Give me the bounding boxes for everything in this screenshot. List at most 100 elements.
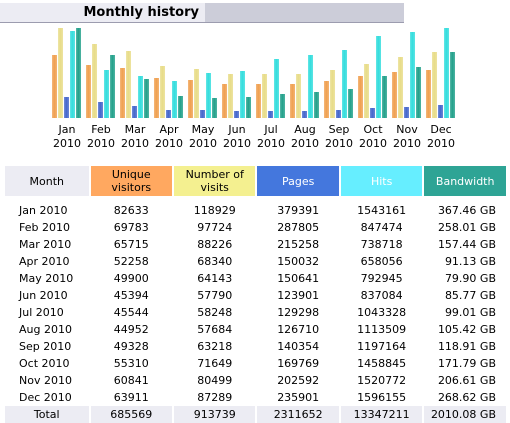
- monthly-history-chart: Jan2010Feb2010Mar2010Apr2010May2010Jun20…: [52, 28, 455, 150]
- x-tick-month: Jul: [263, 123, 277, 136]
- bar-bandwidth-oct: [382, 76, 387, 118]
- cell-month: Jan 2010: [19, 204, 68, 217]
- cell-bandwidth: 118.91 GB: [437, 340, 496, 353]
- x-tick-year: 2010: [155, 137, 183, 150]
- bar-visits-nov: [398, 57, 403, 118]
- bar-unique-mar: [120, 68, 125, 118]
- bar-hits-oct: [376, 36, 381, 118]
- table-row: Sep 2010 49328 63218 140354 1197164 118.91 GB: [5, 338, 506, 355]
- x-tick-month: Jan: [58, 123, 76, 136]
- cell-pages: 169769: [277, 357, 320, 370]
- bar-visits-jan: [58, 28, 63, 118]
- bar-pages-oct: [370, 108, 375, 118]
- cell-pages: 379391: [277, 204, 320, 217]
- table-row: Oct 2010 55310 71649 169769 1458845 171.79 GB: [5, 355, 506, 372]
- header-number-of-visits: Number of visits: [173, 166, 256, 196]
- header-hits: Hits: [340, 166, 423, 196]
- bar-hits-sep: [342, 50, 347, 118]
- total-unique: 685569: [90, 406, 172, 423]
- x-tick-month: Nov: [396, 123, 418, 136]
- cell-pages: 150641: [277, 272, 320, 285]
- cell-hits: 847474: [360, 221, 403, 234]
- bar-hits-jul: [274, 59, 279, 118]
- bar-unique-feb: [86, 65, 91, 118]
- bar-unique-dec: [426, 70, 431, 118]
- cell-bandwidth: 258.01 GB: [437, 221, 496, 234]
- x-tick-month: Oct: [363, 123, 383, 136]
- bar-visits-jul: [262, 74, 267, 118]
- x-tick-year: 2010: [257, 137, 285, 150]
- x-tick-year: 2010: [325, 137, 353, 150]
- bar-visits-may: [194, 69, 199, 118]
- bar-visits-oct: [364, 64, 369, 118]
- total-visits: 913739: [173, 406, 256, 423]
- x-tick-year: 2010: [189, 137, 217, 150]
- bar-visits-dec: [432, 52, 437, 118]
- bar-unique-jul: [256, 84, 261, 118]
- bar-unique-jun: [222, 84, 227, 118]
- header-month: Month: [5, 166, 89, 196]
- bar-visits-mar: [126, 51, 131, 118]
- x-tick-year: 2010: [393, 137, 421, 150]
- table-row: May 2010 49900 64143 150641 792945 79.90 GB: [5, 270, 506, 287]
- bar-unique-aug: [290, 84, 295, 118]
- header-bandwidth: Bandwidth: [424, 166, 506, 196]
- cell-visits: 118929: [193, 204, 236, 217]
- bar-visits-apr: [160, 66, 165, 118]
- bar-unique-may: [188, 80, 193, 118]
- total-hits: 13347211: [340, 406, 423, 423]
- header-unique-visitors: Unique visitors: [90, 166, 172, 196]
- cell-unique: 65715: [113, 238, 149, 251]
- bar-pages-may: [200, 110, 205, 118]
- cell-visits: 71649: [197, 357, 233, 370]
- cell-unique: 52258: [113, 255, 149, 268]
- cell-unique: 69783: [113, 221, 149, 234]
- total-label: Total: [5, 406, 89, 423]
- cell-bandwidth: 99.01 GB: [444, 306, 496, 319]
- x-tick-year: 2010: [291, 137, 319, 150]
- cell-hits: 738718: [360, 238, 403, 251]
- cell-visits: 63218: [197, 340, 233, 353]
- bar-pages-jun: [234, 111, 239, 118]
- bar-bandwidth-jan: [76, 28, 81, 118]
- bar-hits-dec: [444, 28, 449, 118]
- bar-hits-may: [206, 73, 211, 118]
- bar-visits-feb: [92, 44, 97, 118]
- cell-bandwidth: 268.62 GB: [437, 391, 496, 404]
- cell-month: Dec 2010: [19, 391, 72, 404]
- cell-visits: 97724: [197, 221, 233, 234]
- bar-bandwidth-jun: [246, 97, 251, 118]
- title-bar: Monthly history: [0, 3, 404, 23]
- x-tick-month: Jun: [227, 123, 245, 136]
- table-total-row: Total 685569 913739 2311652 13347211 201…: [5, 406, 506, 423]
- x-tick-month: Sep: [329, 123, 350, 136]
- x-tick-month: May: [192, 123, 215, 136]
- bar-hits-aug: [308, 55, 313, 118]
- cell-visits: 57790: [197, 289, 233, 302]
- cell-bandwidth: 91.13 GB: [444, 255, 496, 268]
- cell-unique: 44952: [113, 323, 149, 336]
- cell-pages: 126710: [277, 323, 320, 336]
- total-pages: 2311652: [257, 406, 339, 423]
- table-row: Mar 2010 65715 88226 215258 738718 157.44 GB: [5, 236, 506, 253]
- cell-hits: 1043328: [357, 306, 407, 319]
- bar-bandwidth-nov: [416, 67, 421, 118]
- x-tick-month: Apr: [159, 123, 179, 136]
- x-tick-year: 2010: [121, 137, 149, 150]
- x-tick-year: 2010: [359, 137, 387, 150]
- cell-pages: 129298: [277, 306, 320, 319]
- bar-bandwidth-jul: [280, 94, 285, 118]
- cell-month: Mar 2010: [19, 238, 72, 251]
- cell-month: Apr 2010: [19, 255, 70, 268]
- cell-month: Feb 2010: [19, 221, 70, 234]
- x-tick-year: 2010: [427, 137, 455, 150]
- bar-pages-apr: [166, 110, 171, 118]
- cell-bandwidth: 367.46 GB: [437, 204, 496, 217]
- bar-hits-jan: [70, 31, 75, 118]
- bar-hits-apr: [172, 81, 177, 118]
- cell-pages: 123901: [277, 289, 320, 302]
- cell-hits: 1113509: [357, 323, 407, 336]
- cell-month: Aug 2010: [19, 323, 72, 336]
- bar-pages-mar: [132, 106, 137, 118]
- bar-hits-feb: [104, 70, 109, 118]
